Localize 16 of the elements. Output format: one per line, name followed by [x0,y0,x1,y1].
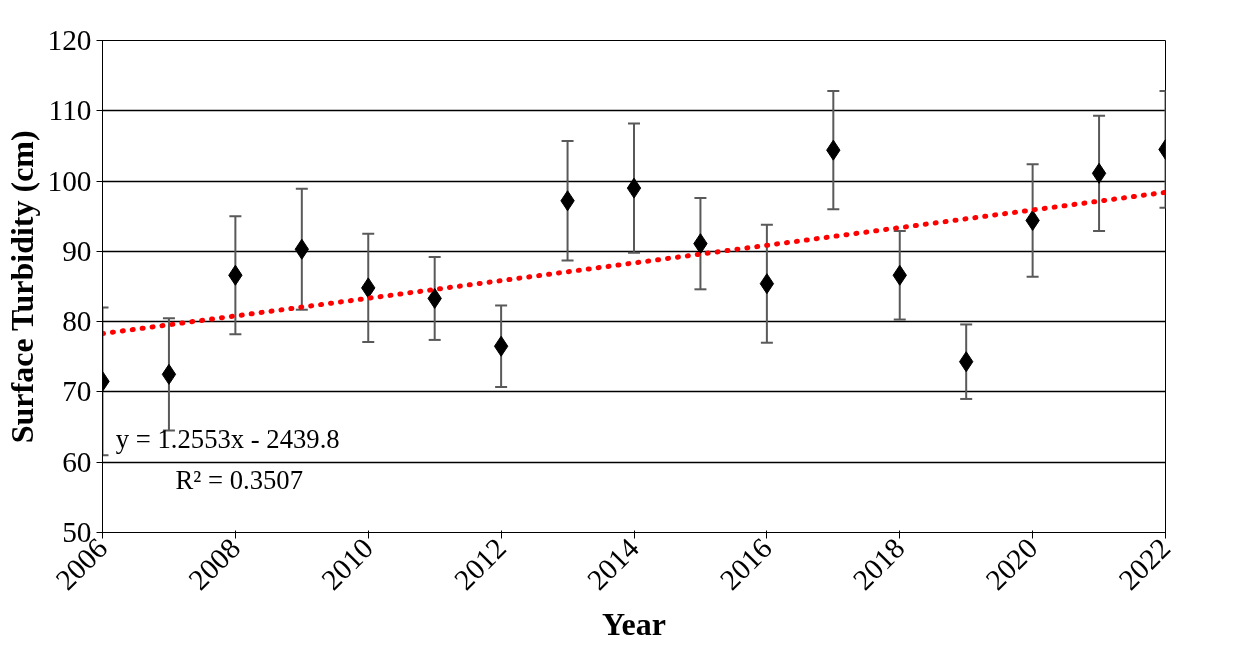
point [626,177,642,199]
annotation: R² = 0.3507 [175,465,304,496]
y-tick-label: 80 [62,305,92,338]
y-tick-label: 120 [47,24,92,56]
y-tick-label: 60 [62,445,92,478]
y-tick-label: 100 [47,164,92,197]
y-tick-label: 70 [62,375,92,408]
y-tick-label: 90 [62,234,92,267]
point [1091,162,1107,184]
y-tick-label: 110 [48,94,92,127]
point [161,363,177,385]
point [759,273,775,295]
x-axis-title: Year [602,606,666,643]
point [493,335,509,357]
y-axis-title: Surface Turbidity (cm) [3,130,40,444]
annotation: y = 1.2553x - 2439.8 [115,423,340,454]
